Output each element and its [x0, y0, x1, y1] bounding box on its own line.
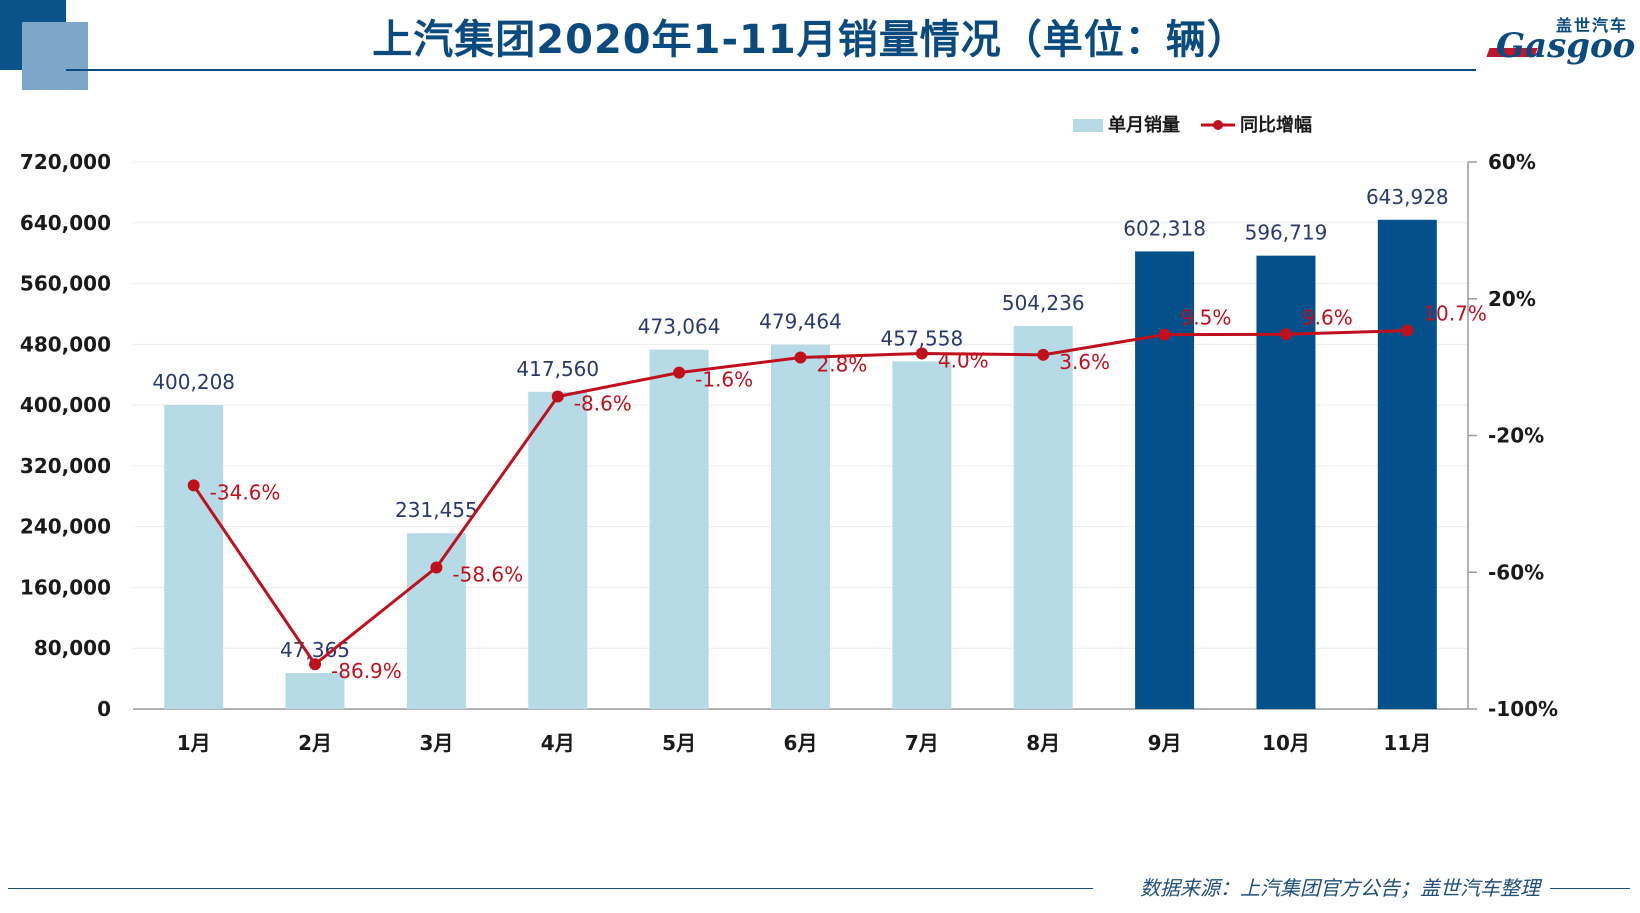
bar-value-label: 602,318 — [1123, 216, 1206, 240]
yoy-value-label: 9.6% — [1302, 305, 1353, 329]
yoy-value-label: 10.7% — [1423, 302, 1487, 326]
bar-value-labels: 400,208 47,365 231,455 417,560 473,064 479,46… — [152, 185, 1448, 662]
line-series — [187, 324, 1414, 671]
yoy-point — [187, 479, 200, 492]
x-tick-label: 6月 — [784, 731, 818, 755]
yoy-value-label: -58.6% — [452, 562, 523, 586]
yoy-point — [551, 390, 564, 403]
bar-monthly-sales — [285, 673, 345, 709]
chart-title: 上汽集团2020年1-11月销量情况（单位：辆） — [372, 17, 1248, 63]
title-underline — [66, 69, 1476, 71]
bar-value-label: 417,560 — [516, 357, 599, 381]
bar-monthly-sales — [649, 349, 709, 709]
corner-decoration-light — [22, 22, 88, 90]
x-tick-label: 1月 — [177, 731, 211, 755]
yoy-point — [673, 366, 686, 379]
axes: 0 80,000 160,000 240,000 320,000 400,000 480,0… — [20, 150, 1558, 755]
y-left-tick-label: 640,000 — [20, 211, 111, 235]
bar-monthly-sales — [771, 344, 830, 709]
bar-value-label: 400,208 — [152, 370, 235, 394]
yoy-point — [1158, 328, 1171, 341]
footer-rule-left — [8, 888, 1093, 889]
yoy-point — [1037, 348, 1050, 361]
x-tick-label: 10月 — [1262, 731, 1310, 755]
bar-monthly-sales — [1135, 251, 1195, 709]
line-value-labels: -34.6% -86.9% -58.6% -8.6% -1.6% 2.8% 4.0% 3.6%… — [210, 302, 1487, 684]
legend-label-line: 同比增幅 — [1240, 114, 1312, 136]
bar-value-label: 479,464 — [759, 310, 842, 334]
logo-english-text: Gasgoo — [1496, 26, 1636, 66]
yoy-value-label: -1.6% — [695, 368, 753, 392]
x-tick-label: 9月 — [1148, 731, 1182, 755]
legend-swatch-bar — [1073, 119, 1103, 132]
x-tick-label: 7月 — [905, 731, 939, 755]
yoy-point — [309, 658, 322, 671]
yoy-point — [794, 351, 807, 364]
y-left-tick-label: 720,000 — [20, 150, 111, 174]
y-left-tick-label: 320,000 — [20, 454, 111, 478]
bar-value-label: 473,064 — [638, 315, 721, 339]
legend-swatch-dot — [1213, 120, 1223, 130]
yoy-value-label: 9.5% — [1181, 306, 1232, 330]
legend: 单月销量 同比增幅 — [1073, 114, 1312, 136]
bar-value-label: 596,719 — [1245, 221, 1328, 245]
y-right-tick-label: -60% — [1488, 560, 1544, 584]
y-right-tick-label: -20% — [1488, 424, 1544, 448]
bar-monthly-sales — [1377, 219, 1437, 710]
yoy-value-label: -34.6% — [210, 480, 281, 504]
y-left-tick-label: 480,000 — [20, 332, 111, 356]
yoy-point — [1401, 324, 1414, 337]
legend-label-bar: 单月销量 — [1108, 114, 1180, 136]
y-right-tick-label: 60% — [1488, 150, 1536, 174]
x-tick-label: 2月 — [298, 731, 332, 755]
footer-rule-right — [1550, 888, 1630, 889]
y-left-tick-label: 0 — [97, 697, 111, 721]
bar-monthly-sales — [164, 404, 224, 709]
bar-monthly-sales — [1013, 325, 1073, 709]
x-tick-label: 3月 — [419, 731, 453, 755]
x-tick-label: 4月 — [541, 731, 575, 755]
bar-monthly-sales — [528, 391, 588, 709]
y-left-tick-label: 240,000 — [20, 515, 111, 539]
yoy-value-label: 4.0% — [938, 348, 989, 372]
yoy-value-label: -86.9% — [331, 659, 402, 683]
bar-monthly-sales — [406, 533, 466, 709]
yoy-point — [915, 347, 928, 360]
source-note: 数据来源：上汽集团官方公告；盖世汽车整理 — [1140, 876, 1540, 900]
yoy-point — [430, 561, 443, 574]
bar-value-label: 504,236 — [1002, 291, 1085, 315]
bar-value-label: 643,928 — [1366, 185, 1449, 209]
gasgoo-logo: 盖世汽车 Gasgoo — [1486, 12, 1638, 78]
y-left-tick-label: 80,000 — [34, 636, 111, 660]
yoy-value-label: 2.8% — [817, 353, 868, 377]
y-left-tick-label: 560,000 — [20, 272, 111, 296]
y-right-tick-label: -100% — [1488, 697, 1558, 721]
yoy-value-label: 3.6% — [1059, 350, 1110, 374]
bar-value-label: 47,365 — [280, 638, 350, 662]
x-tick-label: 11月 — [1383, 731, 1431, 755]
yoy-point — [1279, 328, 1292, 341]
x-tick-label: 5月 — [662, 731, 696, 755]
y-left-tick-label: 400,000 — [20, 393, 111, 417]
y-left-tick-label: 160,000 — [20, 575, 111, 599]
logo-chinese-text: 盖世汽车 — [1555, 16, 1628, 35]
bar-value-label: 231,455 — [395, 498, 478, 522]
bar-value-label: 457,558 — [881, 326, 964, 350]
y-right-tick-label: 20% — [1488, 287, 1536, 311]
yoy-value-label: -8.6% — [574, 392, 632, 416]
x-tick-label: 8月 — [1026, 731, 1060, 755]
bar-series — [164, 219, 1437, 710]
bar-monthly-sales — [892, 361, 952, 709]
